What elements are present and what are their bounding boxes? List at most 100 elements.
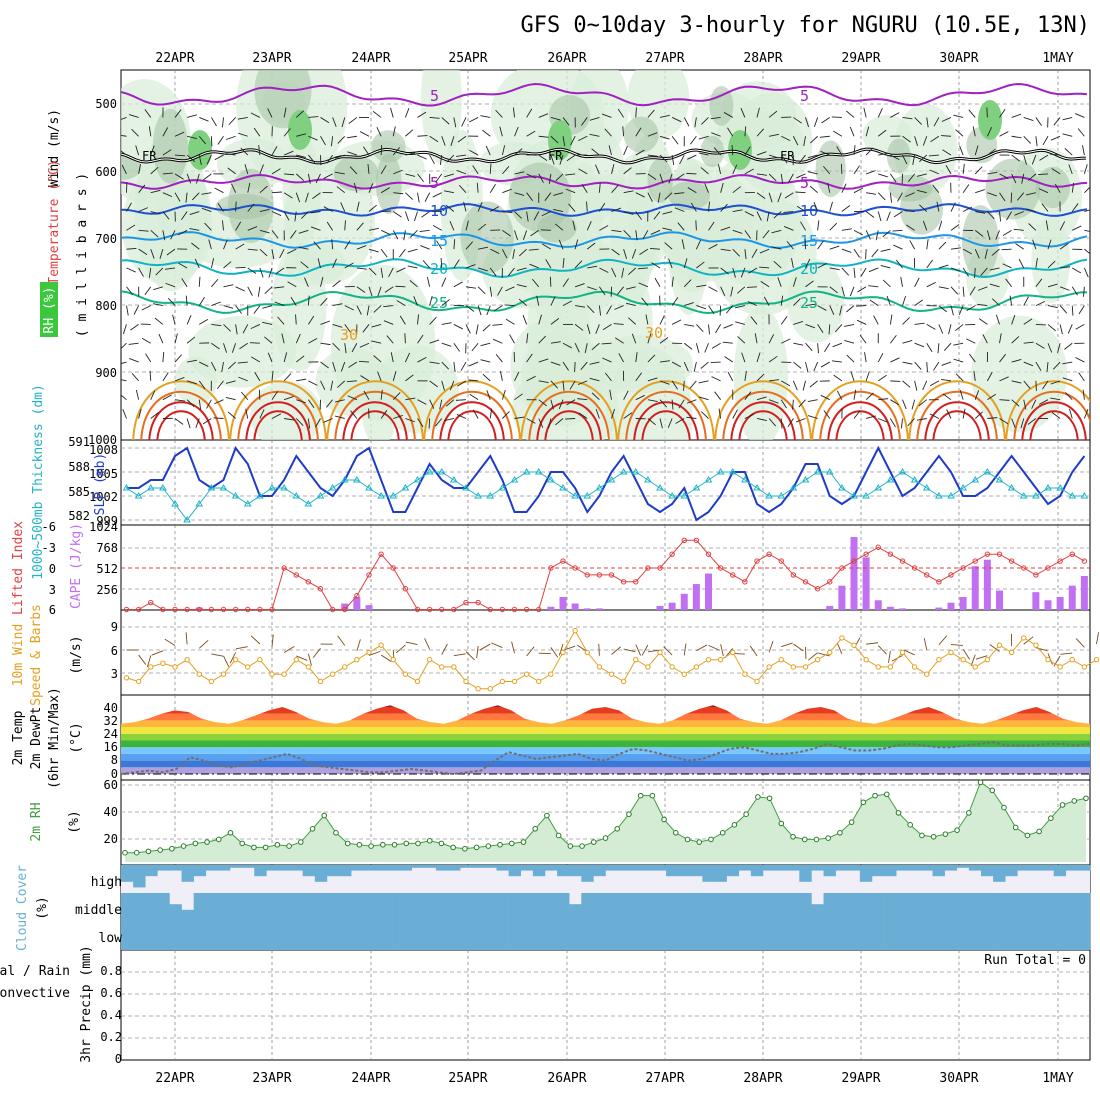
wind-barb [705, 343, 709, 352]
wind10-point [997, 643, 1001, 647]
temp-band [121, 734, 1090, 741]
rh-point [392, 842, 397, 847]
wind-barb [903, 296, 906, 306]
wind10-barb [442, 644, 448, 655]
isotherm-label: 20 [430, 260, 448, 278]
cloud-high-bar [375, 865, 387, 871]
wind-barb [954, 359, 964, 362]
cloud-middle-bar [763, 893, 775, 921]
cloud-low-bar [981, 921, 993, 950]
wind-barb [186, 296, 187, 306]
cloud-middle-bar [860, 893, 872, 921]
cloud-low-bar [400, 921, 412, 950]
wind10-point [925, 672, 929, 676]
wind-barb [979, 319, 987, 325]
ylabel-cape: CAPE (J/kg) [69, 523, 84, 609]
cloud-low-bar [884, 921, 896, 950]
wind-barb [910, 240, 915, 249]
cloud-high-bar [460, 865, 472, 868]
wind-barb [236, 267, 246, 268]
wind10-point [985, 657, 989, 661]
wind-barb [806, 362, 808, 372]
cloud-middle-bar [739, 893, 751, 921]
cape-bar [572, 604, 579, 610]
cape-bar [584, 608, 591, 610]
wind-barb [672, 320, 681, 325]
cloud-low-bar [460, 921, 472, 950]
cloud-low-bar [751, 921, 763, 950]
cloud-low-bar [484, 921, 496, 950]
cloud-high-bar [811, 865, 823, 871]
wind-barb [696, 324, 703, 331]
wind10-barb [904, 650, 915, 655]
wind-barb [1054, 117, 1060, 125]
rh-shade-dark [153, 109, 188, 184]
wind-barb [854, 166, 860, 174]
wind10-point [670, 665, 674, 669]
cape-bar [851, 537, 858, 610]
wind-tick-3: 3 [111, 667, 118, 681]
wind-barb [723, 342, 733, 343]
wind-barb [1002, 249, 1012, 250]
wind-barb [1079, 373, 1085, 381]
wind10-point [330, 672, 334, 676]
cape-bar [1032, 592, 1039, 610]
ylabel-temperature: Temperature (°C) [47, 159, 62, 284]
wind-barb [832, 361, 842, 362]
li-tick-m3: -3 [42, 541, 56, 555]
wind-barb [866, 212, 874, 218]
wind10-point [537, 679, 541, 683]
cloud-middle-bar [581, 893, 593, 921]
wind10-point [246, 665, 250, 669]
wind-barb [933, 362, 938, 370]
rh-point [509, 841, 514, 846]
wind-barb [866, 193, 876, 195]
wind10-barb [236, 647, 248, 649]
p-tick-500: 500 [95, 97, 117, 111]
thick-tick-591: 591 [68, 435, 90, 449]
wind-barb [1019, 259, 1024, 268]
wind-barb [655, 278, 660, 287]
cloud-middle-bar [799, 893, 811, 921]
rh-point [603, 836, 608, 841]
cloud-middle-bar [157, 893, 169, 921]
wind-barb [1036, 136, 1037, 146]
wind10-point [1070, 657, 1074, 661]
wind-barb [781, 316, 787, 324]
rh-point [381, 842, 386, 847]
wind-barb [810, 186, 818, 193]
wind-barb [405, 130, 413, 137]
wind10-point [1046, 657, 1050, 661]
wind10-barb [338, 636, 345, 646]
wind-barb [865, 352, 867, 362]
wind10-point [585, 650, 589, 654]
cape-tick-512: 512 [96, 562, 118, 576]
rh-point [334, 830, 339, 835]
wind-barb [1084, 268, 1088, 277]
cloud-low-bar [169, 921, 181, 950]
top-date-label: 25APR [448, 51, 487, 66]
temp-band [121, 767, 1090, 774]
wind-barb [878, 193, 885, 200]
wind-barb [1052, 412, 1060, 418]
cloud-middle-bar [133, 893, 145, 921]
cloud-level-low: low [99, 931, 123, 946]
cloud-middle-bar [484, 893, 496, 921]
wind-barb [466, 324, 470, 333]
cloud-high-bar [182, 865, 194, 882]
wind10-barb [1076, 639, 1084, 648]
rh-saturated [978, 100, 1002, 140]
thick-tick-588: 588 [68, 460, 90, 474]
wind-barb [864, 108, 866, 118]
cloud-middle-bar [933, 893, 945, 921]
cloud-low-bar [824, 921, 836, 950]
cloud-low-bar [848, 921, 860, 950]
li-tick-3: 3 [49, 583, 56, 597]
wind10-point [1022, 636, 1026, 640]
cloud-high-bar [666, 865, 678, 876]
cloud-middle-bar [666, 893, 678, 921]
wind10-point [524, 672, 528, 676]
wind10-barb [396, 645, 405, 653]
